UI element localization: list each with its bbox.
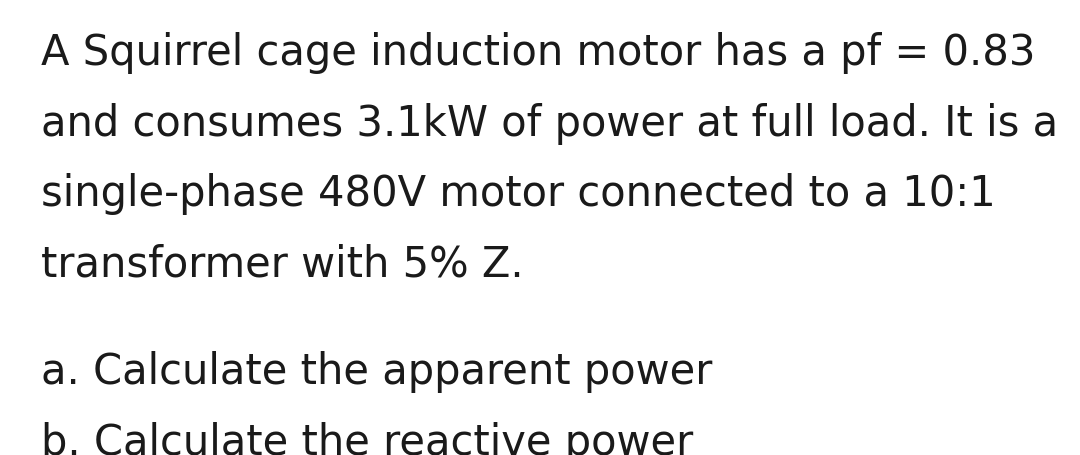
Text: transformer with 5% Z.: transformer with 5% Z. [41, 243, 524, 285]
Text: and consumes 3.1kW of power at full load. It is a: and consumes 3.1kW of power at full load… [41, 102, 1058, 144]
Text: a. Calculate the apparent power: a. Calculate the apparent power [41, 350, 713, 392]
Text: A Squirrel cage induction motor has a pf = 0.83: A Squirrel cage induction motor has a pf… [41, 32, 1036, 74]
Text: b. Calculate the reactive power: b. Calculate the reactive power [41, 421, 693, 455]
Text: single-phase 480V motor connected to a 10:1: single-phase 480V motor connected to a 1… [41, 173, 996, 215]
